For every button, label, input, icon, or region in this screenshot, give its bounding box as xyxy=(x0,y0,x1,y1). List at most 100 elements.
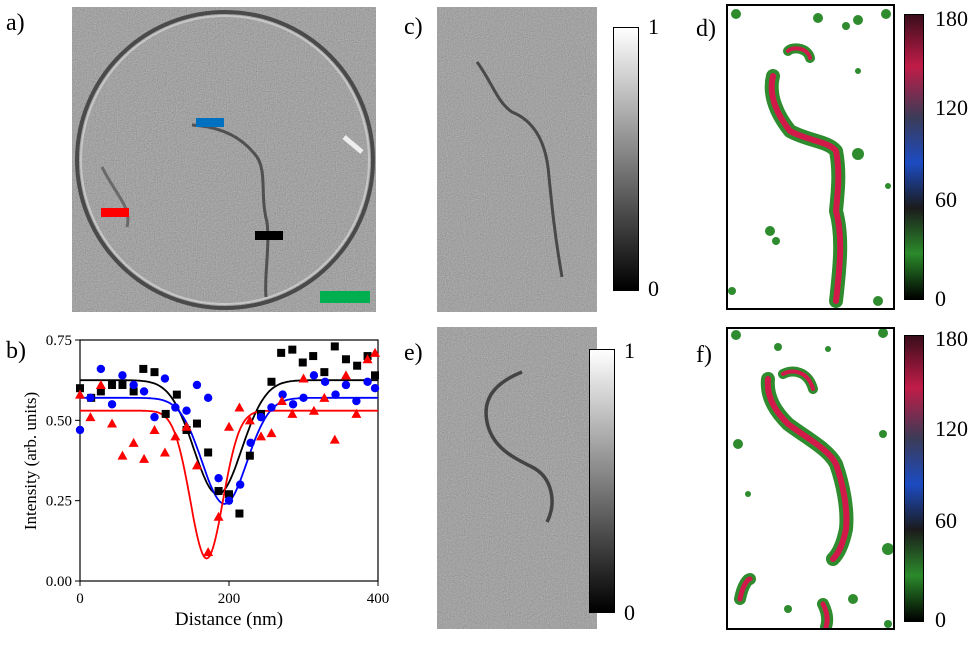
data-point-square xyxy=(309,352,318,361)
panel-label-a: a) xyxy=(6,10,25,36)
data-point-circle xyxy=(171,403,180,412)
data-point-square xyxy=(225,490,233,499)
data-point-square xyxy=(96,387,105,396)
orientation-map-d xyxy=(726,4,895,310)
data-point-triangle xyxy=(308,405,319,415)
colorbar-d-0: 0 xyxy=(935,286,946,311)
colorbar-gray-c xyxy=(613,27,639,291)
data-point-square xyxy=(353,361,362,370)
data-point-triangle xyxy=(159,447,170,457)
data-point-circle xyxy=(86,393,95,403)
data-point-circle xyxy=(320,377,330,386)
data-point-triangle xyxy=(224,421,234,431)
data-point-square xyxy=(298,358,307,367)
colorbar-f-60: 60 xyxy=(935,508,957,533)
colorbar-c-max: 1 xyxy=(648,14,659,39)
colorbar-f-0: 0 xyxy=(935,607,946,632)
data-point-triangle xyxy=(191,460,202,470)
data-point-circle xyxy=(118,371,127,380)
colorbar-gray-e xyxy=(589,349,615,613)
colorbar-e-max: 1 xyxy=(624,338,635,363)
data-point-circle xyxy=(203,393,213,403)
y-tick-label: 0.50 xyxy=(46,413,72,429)
data-point-square xyxy=(172,390,181,399)
data-point-circle xyxy=(192,380,202,390)
y-axis-label: Intensity (arb. units) xyxy=(21,392,40,530)
data-point-square xyxy=(161,409,170,418)
data-point-square xyxy=(192,419,201,428)
data-point-circle xyxy=(363,377,372,386)
data-point-square xyxy=(139,364,148,373)
data-point-triangle xyxy=(75,389,85,399)
data-point-circle xyxy=(235,480,245,489)
data-point-circle xyxy=(139,387,149,396)
data-point-square xyxy=(129,387,138,396)
panel-label-c: c) xyxy=(404,14,423,40)
data-point-circle xyxy=(352,396,361,406)
y-tick-label: 0.25 xyxy=(46,494,72,510)
data-point-triangle xyxy=(319,392,330,402)
data-point-square xyxy=(277,348,286,357)
data-point-circle xyxy=(129,380,138,390)
data-point-circle xyxy=(299,393,308,403)
panel-label-f: f) xyxy=(696,342,712,368)
x-tick-label: 400 xyxy=(367,591,390,607)
data-point-circle xyxy=(246,438,255,448)
data-point-triangle xyxy=(203,547,214,557)
data-point-triangle xyxy=(298,373,309,383)
data-point-triangle xyxy=(370,347,381,357)
data-point-circle xyxy=(96,364,106,374)
data-point-circle xyxy=(150,412,159,422)
data-point-triangle xyxy=(244,415,255,425)
data-point-square xyxy=(150,368,159,377)
data-point-square xyxy=(214,487,223,496)
intensity-profile-chart: 0 200 400 0.00 0.25 0.50 0.75 Distance (nm) In… xyxy=(21,333,390,630)
scale-bar xyxy=(320,291,370,303)
data-point-triangle xyxy=(107,418,118,428)
data-point-circle xyxy=(256,412,266,422)
data-point-triangle xyxy=(287,408,298,418)
x-tick-label: 0 xyxy=(76,591,84,607)
data-point-triangle xyxy=(362,354,373,364)
red-marker xyxy=(101,208,129,217)
data-point-circle xyxy=(160,374,170,383)
data-point-triangle xyxy=(276,396,287,406)
data-point-circle xyxy=(267,403,276,412)
data-point-triangle xyxy=(340,370,351,380)
colorbar-d-120: 120 xyxy=(935,95,968,120)
x-tick-label: 200 xyxy=(218,591,241,607)
data-point-square xyxy=(118,380,127,389)
data-point-circle xyxy=(75,425,85,435)
data-point-triangle xyxy=(95,379,106,389)
data-point-square xyxy=(371,371,380,380)
panel-label-d: d) xyxy=(696,16,716,42)
data-point-circle xyxy=(214,473,223,483)
data-point-square xyxy=(330,342,339,351)
colorbar-f-180: 180 xyxy=(935,326,968,351)
colorbar-d-180: 180 xyxy=(935,6,968,31)
data-point-square xyxy=(288,345,297,354)
data-point-triangle xyxy=(351,408,362,418)
panel-label-b: b) xyxy=(6,338,26,364)
data-point-triangle xyxy=(139,453,150,463)
data-point-triangle xyxy=(213,511,224,521)
fit-curve xyxy=(80,409,378,560)
data-point-circle xyxy=(309,371,319,380)
colorbar-f-120: 120 xyxy=(935,416,968,441)
y-tick-label: 0.75 xyxy=(46,333,72,349)
data-point-circle xyxy=(182,406,191,415)
data-point-square xyxy=(76,384,84,393)
data-point-circle xyxy=(224,496,234,505)
data-point-triangle xyxy=(85,412,96,422)
colorbar-e-min: 0 xyxy=(624,600,635,625)
micrograph-c xyxy=(437,7,597,312)
data-point-circle xyxy=(370,384,380,393)
data-point-circle xyxy=(331,390,340,399)
colorbar-angle-f xyxy=(904,335,924,622)
y-tick-label: 0.00 xyxy=(46,574,72,590)
data-point-triangle xyxy=(266,428,277,438)
data-point-circle xyxy=(288,400,298,409)
data-point-triangle xyxy=(181,421,192,431)
data-point-square xyxy=(108,380,117,389)
panel-label-e: e) xyxy=(404,340,423,366)
